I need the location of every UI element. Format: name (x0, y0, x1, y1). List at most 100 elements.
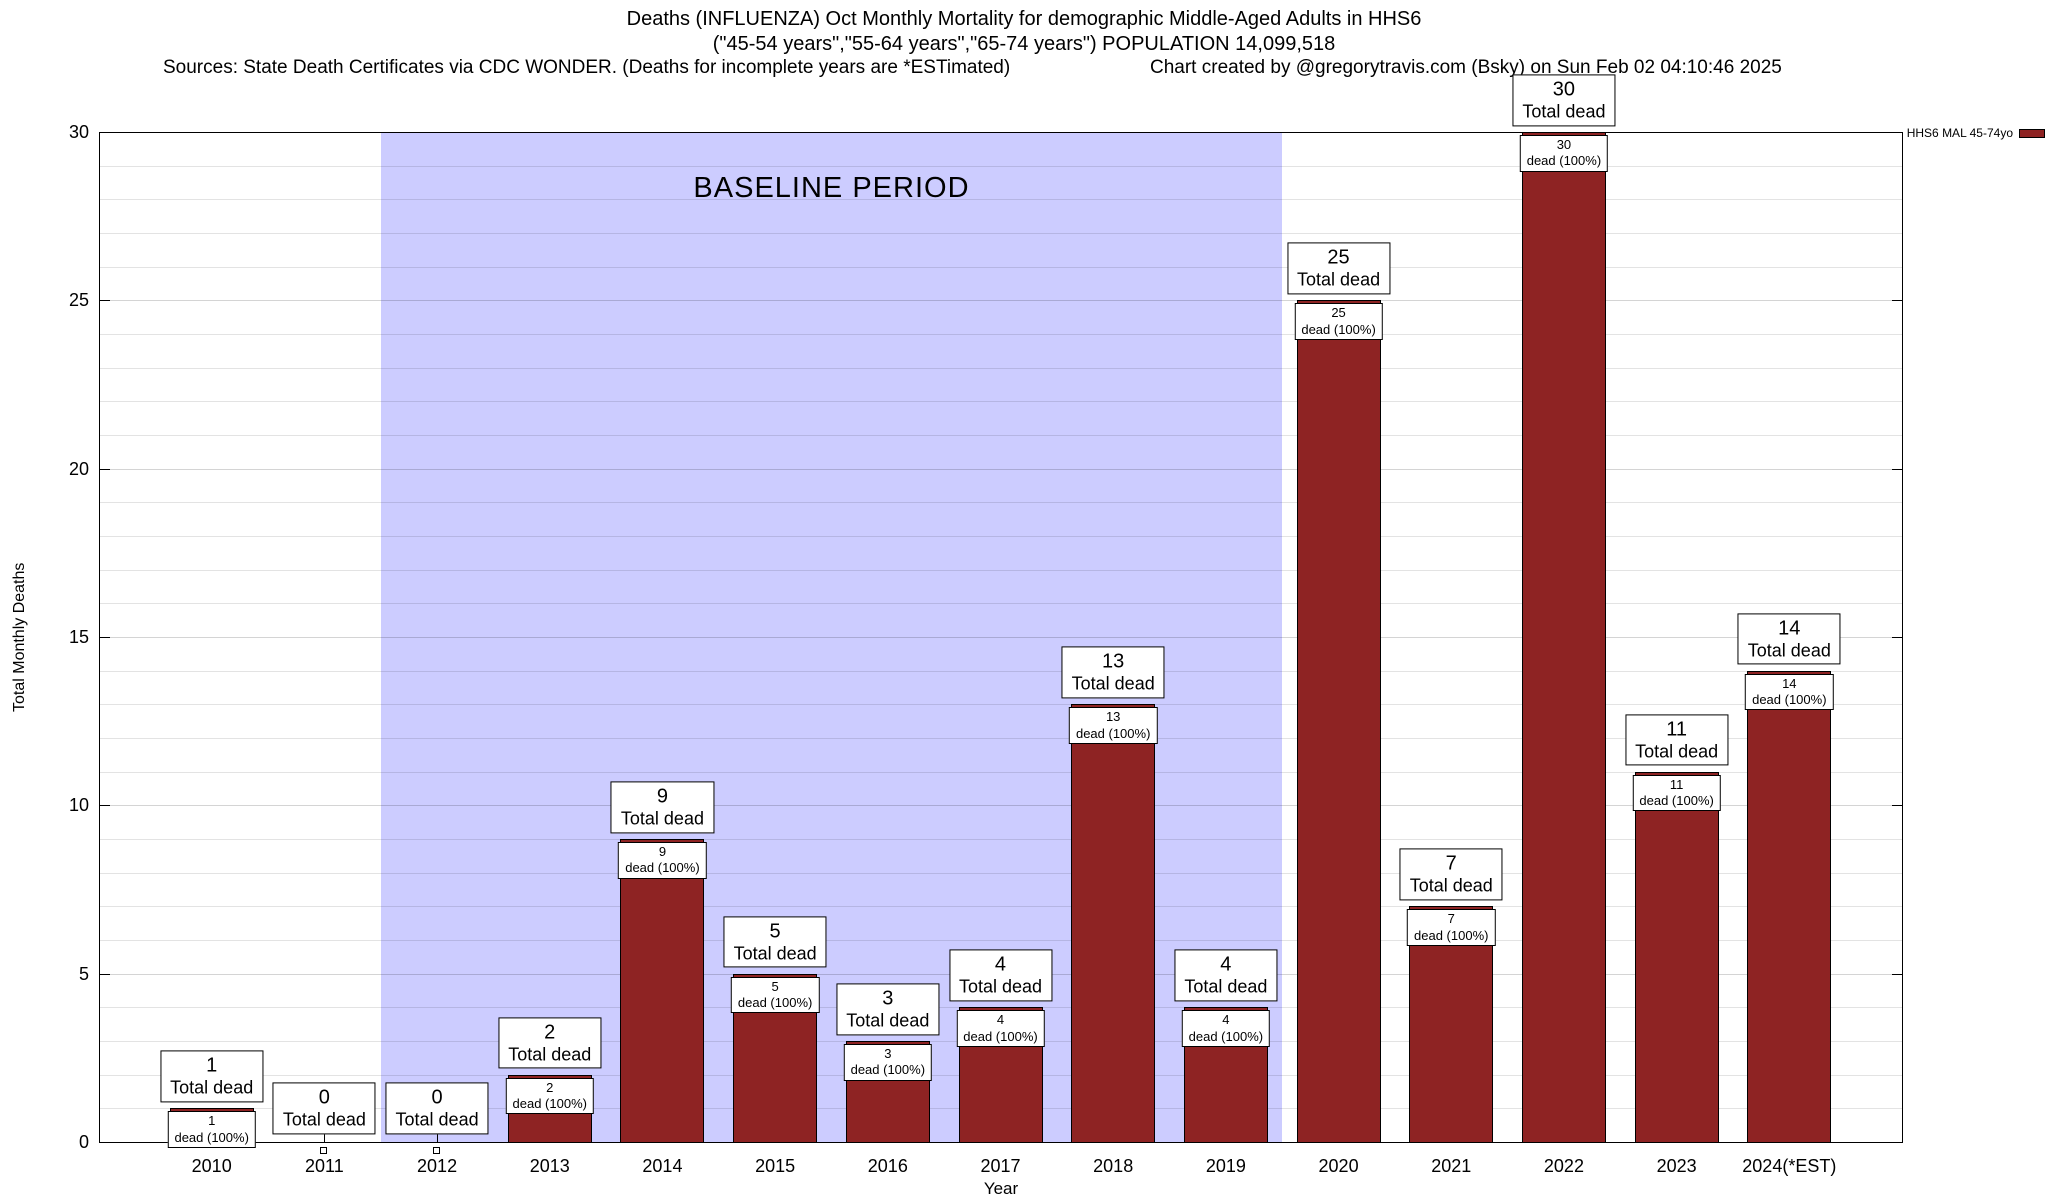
gridline (100, 637, 1902, 638)
bar-total-value: 0 (318, 1086, 330, 1109)
bar-total-value: 14 (1778, 617, 1801, 640)
bar-total-caption: Total dead (1409, 875, 1493, 896)
gridline (100, 940, 1902, 941)
bar-total-label: 2 Total dead (498, 1017, 602, 1069)
bar-inner-label: 7 dead (100%) (1407, 909, 1496, 946)
bar-total-value: 5 (769, 920, 781, 943)
gridline (100, 536, 1902, 537)
bar-total-value: 9 (656, 785, 668, 808)
bar-inner-caption: dead (100%) (1414, 927, 1489, 943)
gridline (100, 569, 1902, 571)
bar-total-caption: Total dead (282, 1109, 366, 1130)
bar-inner-caption: dead (100%) (512, 1095, 587, 1111)
bar-inner-label: 4 dead (100%) (956, 1010, 1045, 1047)
bar (1521, 132, 1606, 1143)
baseline-region-label: BASELINE PERIOD (693, 172, 970, 204)
bar-total-label: 14 Total dead (1737, 613, 1841, 665)
bar-inner-caption: dead (100%) (1301, 321, 1376, 337)
gridline (100, 738, 1902, 739)
y-tick (1892, 973, 1902, 975)
gridline (100, 805, 1902, 807)
bar-inner-value: 5 (771, 978, 779, 994)
bar-total-caption: Total dead (1184, 976, 1268, 997)
bar-inner-label: 25 dead (100%) (1294, 303, 1383, 340)
bar-inner-label: 1 dead (100%) (167, 1111, 256, 1148)
bar-total-caption: Total dead (1071, 673, 1155, 694)
bar-total-label: 5 Total dead (723, 916, 827, 968)
bar-total-value: 13 (1102, 650, 1125, 673)
y-tick-label: 25 (68, 290, 89, 311)
bar-total-label: 7 Total dead (1399, 848, 1503, 901)
y-tick (100, 805, 110, 807)
gridline (100, 266, 1902, 268)
y-tick (100, 300, 110, 302)
bar-inner-label: 5 dead (100%) (730, 976, 820, 1014)
y-tick-label: 5 (78, 963, 89, 984)
bar-total-label: 11 Total dead (1625, 714, 1729, 766)
chart-credit-note: Chart created by @gregorytravis.com (Bsk… (1150, 57, 1782, 78)
bar-total-label: 4 Total dead (948, 949, 1053, 1002)
bar (1634, 771, 1719, 1143)
bar-total-label: 3 Total dead (836, 983, 940, 1035)
gridline (100, 502, 1902, 504)
y-tick (100, 132, 110, 133)
legend-swatch-icon (2019, 128, 2045, 138)
x-tick-label: 2017 (980, 1156, 1021, 1176)
x-tick-label: 2023 (1656, 1156, 1697, 1176)
bar-total-caption: Total dead (1635, 741, 1719, 762)
bar-inner-value: 30 (1556, 137, 1572, 152)
bar (620, 839, 705, 1143)
y-tick (1892, 468, 1902, 470)
bar-total-caption: Total dead (733, 943, 817, 964)
gridline (100, 401, 1902, 403)
y-tick-label: 10 (68, 795, 89, 816)
gridline (100, 233, 1902, 234)
x-tick-label: 2015 (755, 1156, 796, 1176)
y-tick-label: 20 (68, 458, 89, 479)
chart-sources-note: Sources: State Death Certificates via CD… (163, 57, 1011, 78)
bar-total-caption: Total dead (1297, 269, 1381, 290)
bar-total-label: 0 Total dead (272, 1082, 376, 1134)
bar (1296, 300, 1381, 1143)
bar-inner-label: 2 dead (100%) (505, 1077, 594, 1115)
bar-total-value: 11 (1666, 718, 1688, 741)
x-tick-label: 2024(*EST) (1742, 1156, 1837, 1176)
x-axis-title: Year (983, 1179, 1019, 1198)
y-tick (100, 973, 110, 975)
bar-inner-caption: dead (100%) (1752, 691, 1827, 707)
x-tick-label: 2022 (1543, 1156, 1584, 1176)
gridline (100, 367, 1902, 369)
gridline (100, 670, 1902, 672)
bar-inner-caption: dead (100%) (850, 1062, 926, 1078)
bar-total-label: 4 Total dead (1174, 949, 1278, 1002)
bar-inner-label: 14 dead (100%) (1745, 673, 1834, 711)
bar-inner-value: 1 (208, 1113, 216, 1129)
bar-inner-caption: dead (100%) (1075, 725, 1151, 741)
bar-total-caption: Total dead (1522, 101, 1606, 122)
bar-total-value: 30 (1552, 78, 1576, 101)
gridline (100, 199, 1902, 201)
x-tick (324, 1134, 326, 1142)
gridline (100, 603, 1902, 605)
bar-total-value: 4 (1220, 953, 1232, 976)
bar-total-caption: Total dead (395, 1109, 479, 1130)
gridline (100, 300, 1902, 302)
bar-inner-label: 30 dead (100%) (1519, 135, 1609, 172)
bar (1747, 670, 1832, 1143)
bar-total-label: 9 Total dead (610, 781, 714, 833)
x-tick-label: 2011 (305, 1156, 344, 1176)
y-tick-label: 15 (68, 627, 89, 647)
bar-total-caption: Total dead (170, 1077, 254, 1098)
gridline (100, 165, 1902, 167)
bar-inner-caption: dead (100%) (1639, 792, 1714, 808)
bar (1071, 704, 1156, 1143)
bar-inner-caption: dead (100%) (625, 860, 700, 876)
chart-title-line2: ("45-54 years","55-64 years","65-74 year… (712, 33, 1336, 55)
x-tick-label: 2012 (417, 1156, 458, 1176)
bar-total-caption: Total dead (1747, 640, 1831, 661)
bar-inner-value: 13 (1105, 709, 1121, 725)
zero-marker (320, 1147, 328, 1154)
legend-label: HHS6 MAL 45-74yo (1906, 126, 2013, 140)
gridline (100, 872, 1902, 874)
